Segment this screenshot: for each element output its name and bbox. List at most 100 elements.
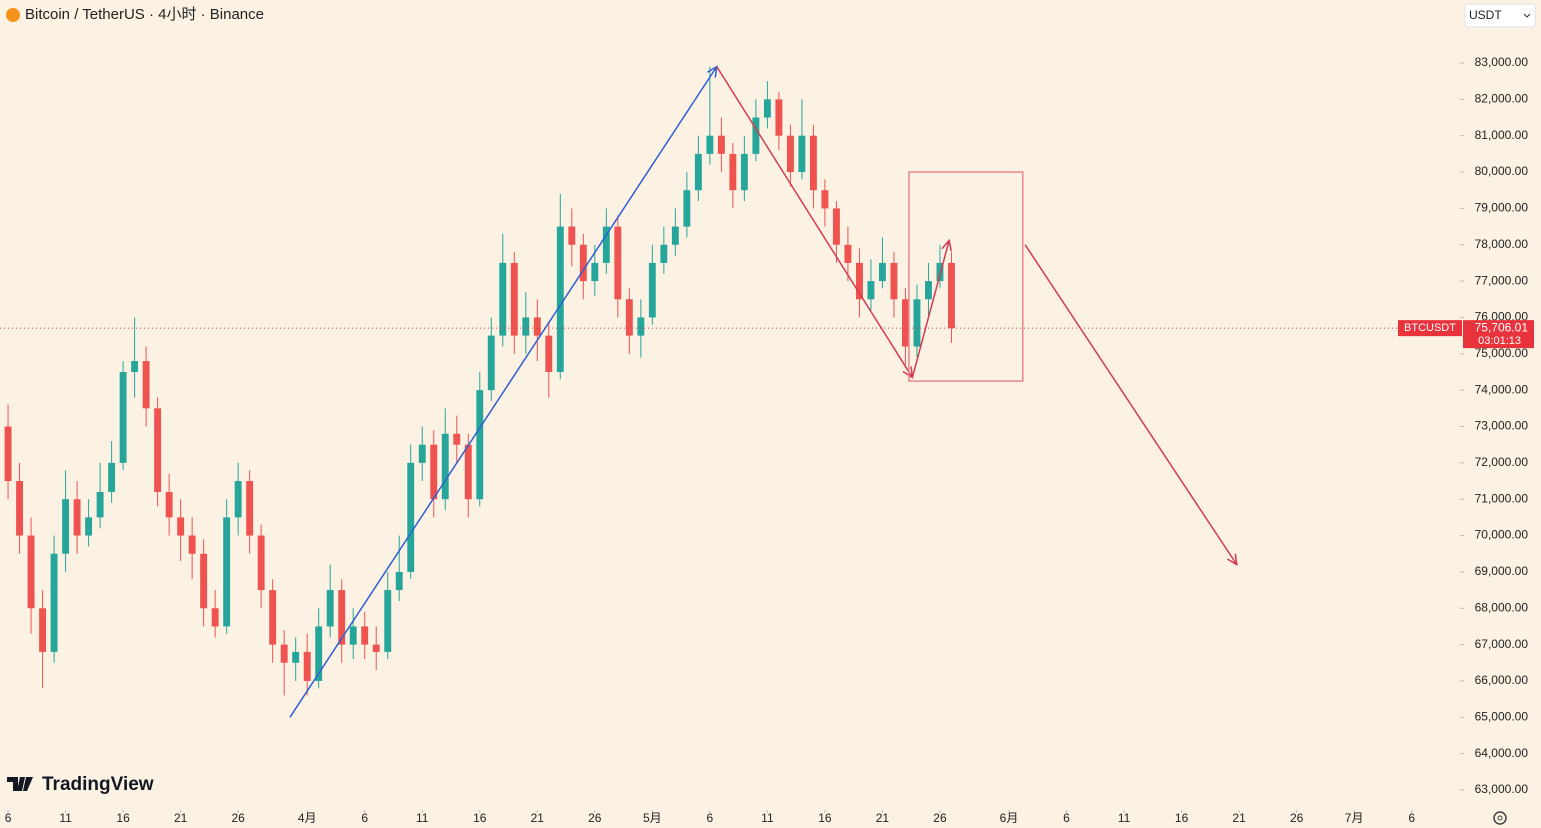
candle-body	[568, 226, 576, 245]
candle-body	[614, 226, 622, 300]
candle-body	[487, 335, 495, 391]
candle-body	[430, 444, 438, 500]
candle-body	[798, 135, 806, 173]
candle-body	[16, 481, 24, 536]
candle-body	[786, 135, 794, 173]
candle-body	[223, 517, 231, 627]
drawing-rect	[908, 171, 1024, 382]
y-tick-label: 68,000.00	[1475, 600, 1529, 614]
price-tag	[1463, 320, 1534, 349]
candle-body	[234, 481, 242, 518]
candle-body	[211, 608, 219, 627]
x-tick-label: 26	[588, 811, 602, 825]
x-tick-label: 6	[5, 811, 12, 825]
brand-logo	[7, 777, 33, 791]
candle-body	[119, 371, 127, 463]
candle-body	[556, 226, 564, 372]
candle-body	[361, 626, 369, 645]
candle-body	[775, 99, 783, 136]
symbol-tag	[1398, 320, 1462, 337]
candle-body	[441, 433, 449, 500]
candle-body	[315, 626, 323, 681]
candle-body	[384, 590, 392, 652]
candle-body	[257, 535, 265, 591]
brand-name: TradingView	[42, 774, 154, 795]
settings-icon[interactable]	[1493, 811, 1507, 825]
candle-body	[660, 244, 668, 263]
candle-body	[85, 517, 93, 536]
candle-body	[200, 553, 208, 609]
x-tick-label: 21	[876, 811, 890, 825]
candle-body	[763, 99, 771, 118]
candle-body	[510, 262, 518, 336]
dropdown-caret	[1523, 13, 1531, 18]
x-tick-label: 6	[1408, 811, 1415, 825]
candle-body	[867, 281, 875, 300]
candle-body	[326, 590, 334, 627]
y-tick-label: 71,000.00	[1475, 491, 1529, 505]
currency-select[interactable]	[1464, 3, 1536, 28]
y-tick-label: 75,000.00	[1475, 346, 1529, 360]
y-tick-label: 64,000.00	[1475, 746, 1529, 760]
candle-body	[476, 390, 484, 500]
candle-body	[96, 491, 104, 518]
y-tick-label: 81,000.00	[1475, 128, 1529, 142]
currency-label: USDT	[1469, 8, 1502, 22]
x-tick-label: 4月	[298, 811, 317, 825]
y-tick-label: 79,000.00	[1475, 201, 1529, 215]
x-tick-label: 26	[1290, 811, 1304, 825]
candle-body	[142, 361, 150, 409]
x-tick-label: 21	[174, 811, 188, 825]
candle-body	[407, 462, 415, 572]
candle-body	[338, 590, 346, 645]
candle-body	[303, 651, 311, 681]
candle-body	[453, 433, 461, 445]
y-tick-label: 65,000.00	[1475, 709, 1529, 723]
y-tick-label: 67,000.00	[1475, 637, 1529, 651]
plot	[0, 65, 1460, 718]
candle-body	[499, 262, 507, 336]
candle-body	[522, 317, 530, 336]
candle-body	[292, 651, 300, 663]
candle-body	[706, 135, 714, 154]
candle-body	[602, 226, 610, 263]
countdown-label: 03:01:13	[1478, 335, 1521, 347]
candle-body	[694, 153, 702, 191]
y-tick-label: 69,000.00	[1475, 564, 1529, 578]
y-tick-label: 82,000.00	[1475, 92, 1529, 106]
candle-body	[62, 499, 70, 554]
y-tick-label: 72,000.00	[1475, 455, 1529, 469]
drawing-arrow	[911, 240, 950, 378]
x-tick-label: 11	[416, 811, 429, 825]
y-tick-label: 63,000.00	[1475, 782, 1529, 796]
y-tick-label: 77,000.00	[1475, 273, 1529, 287]
y-tick-label: 66,000.00	[1475, 673, 1529, 687]
candle-body	[625, 299, 633, 336]
candle-body	[809, 135, 817, 191]
candle-body	[752, 117, 760, 154]
candle-body	[890, 262, 898, 300]
price-label: 75,706.01	[1475, 320, 1529, 334]
y-tick-label: 83,000.00	[1475, 55, 1529, 69]
x-tick-label: 26	[933, 811, 947, 825]
y-tick-label: 80,000.00	[1475, 164, 1529, 178]
candle-body	[683, 190, 691, 227]
candle-body	[418, 444, 426, 463]
y-tick-label: 73,000.00	[1475, 419, 1529, 433]
drawing-arrow	[1024, 244, 1238, 566]
candle-body	[729, 153, 737, 191]
candle-body	[832, 208, 840, 245]
x-tick-label: 16	[818, 811, 832, 825]
x-tick-label: 16	[116, 811, 130, 825]
candle-body	[591, 262, 599, 282]
candle-body	[27, 535, 35, 609]
candle-body	[740, 153, 748, 191]
candle-body	[878, 262, 886, 282]
x-tick-label: 6	[707, 811, 714, 825]
candle-body	[246, 481, 254, 536]
candle-body	[821, 190, 829, 209]
candle-body	[177, 517, 185, 536]
